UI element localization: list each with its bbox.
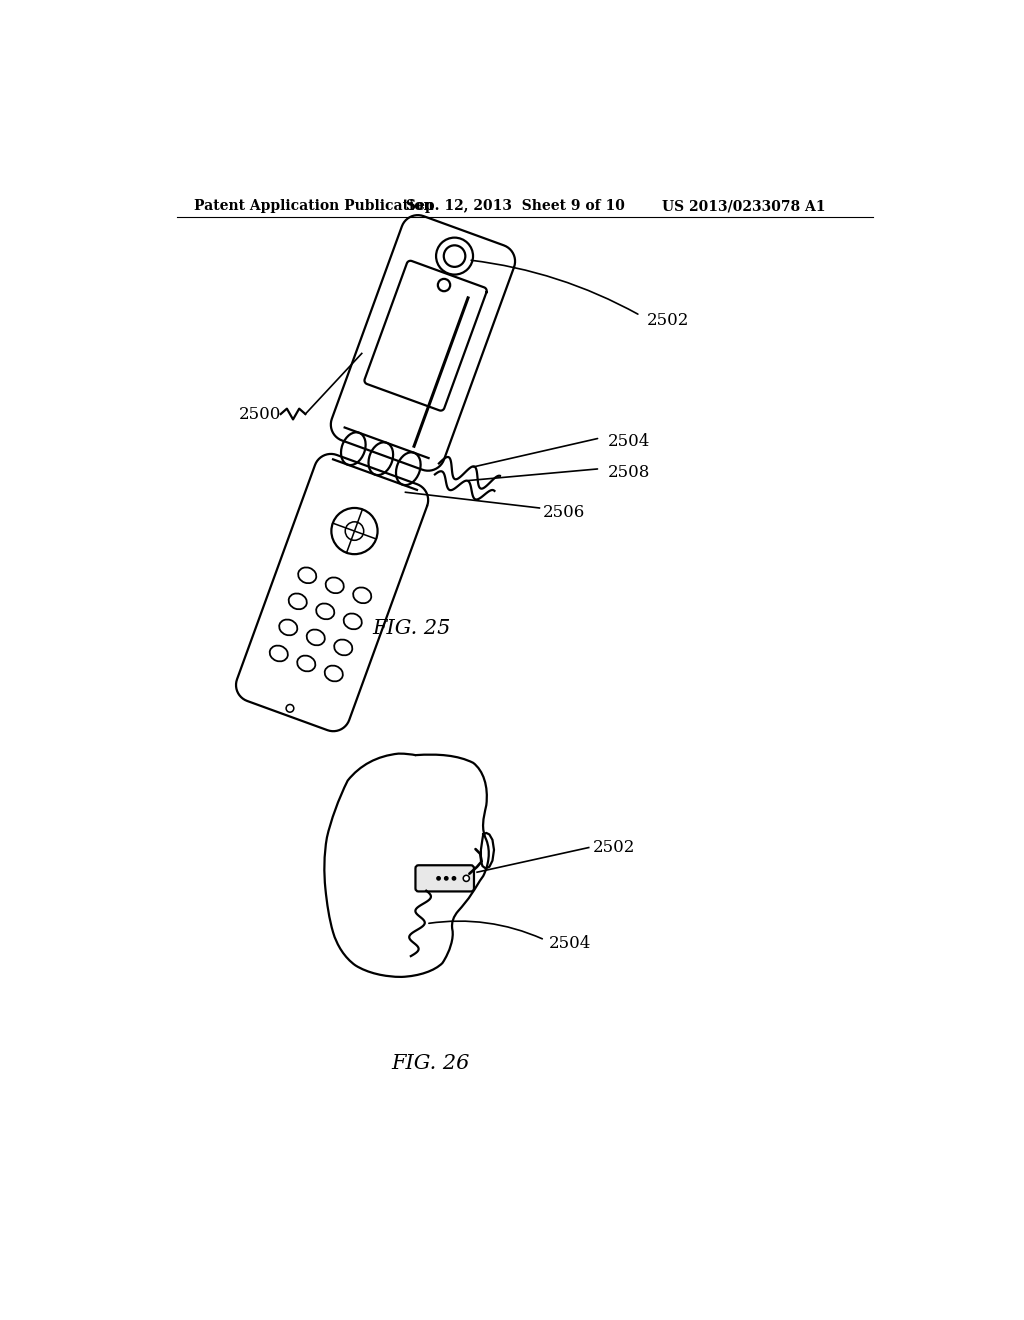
Text: 2508: 2508 (608, 465, 650, 480)
Text: 2502: 2502 (646, 312, 689, 329)
Text: FIG. 25: FIG. 25 (373, 619, 451, 638)
Text: 2506: 2506 (544, 504, 586, 521)
Circle shape (444, 876, 447, 880)
Circle shape (453, 876, 456, 880)
Text: 2502: 2502 (593, 840, 635, 857)
Text: FIG. 26: FIG. 26 (391, 1053, 470, 1073)
Text: Patent Application Publication: Patent Application Publication (194, 199, 433, 213)
Text: Sep. 12, 2013  Sheet 9 of 10: Sep. 12, 2013 Sheet 9 of 10 (407, 199, 625, 213)
Text: US 2013/0233078 A1: US 2013/0233078 A1 (662, 199, 825, 213)
Circle shape (437, 876, 440, 880)
Text: 2504: 2504 (608, 433, 650, 450)
Circle shape (463, 875, 469, 882)
Text: 2504: 2504 (549, 936, 591, 952)
Text: 2500: 2500 (239, 405, 281, 422)
FancyBboxPatch shape (416, 866, 474, 891)
